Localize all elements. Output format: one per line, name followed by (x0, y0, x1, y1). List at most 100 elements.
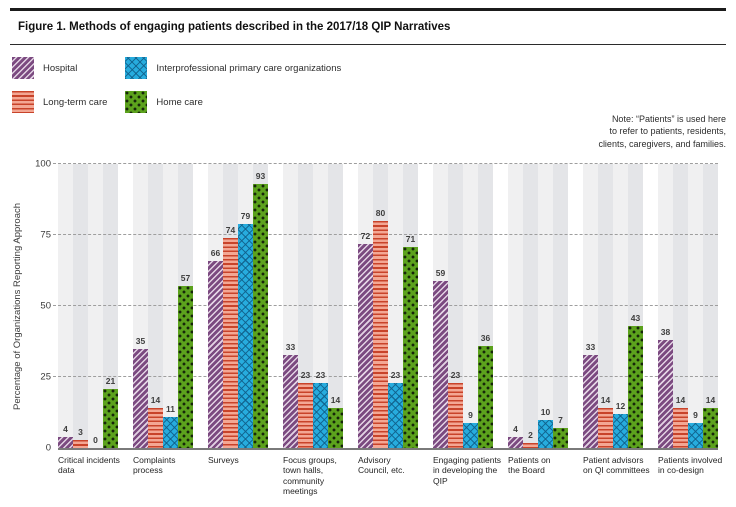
bar-hospital (433, 280, 448, 449)
legend-label: Home care (156, 96, 203, 108)
bar-value-label: 79 (240, 210, 251, 221)
bar-interprofessional-primary-care (538, 419, 553, 449)
bar-value-label: 23 (315, 369, 326, 380)
bar-slot: 9 (463, 164, 478, 449)
bar-slot: 0 (88, 164, 103, 449)
category-label: Surveys (208, 455, 239, 466)
bar-long-term-care (298, 382, 313, 449)
bar-value-label: 9 (693, 409, 698, 420)
bar-slot: 35 (133, 164, 148, 449)
green-black-dots-swatch-icon (125, 91, 148, 113)
bar-value-label: 93 (255, 171, 266, 182)
bar-value-label: 23 (450, 369, 461, 380)
bar-slot: 23 (388, 164, 403, 449)
bar-value-label: 23 (390, 369, 401, 380)
bar-slot: 43 (628, 164, 643, 449)
bar-slot: 59 (433, 164, 448, 449)
bar-slot: 79 (238, 164, 253, 449)
orange-horizontal-stripes-swatch-icon (12, 91, 34, 113)
category-label: Patients involved in co-design (658, 455, 723, 476)
bar-value-label: 80 (375, 208, 386, 219)
bar-group: 4 2 10 7 Patients on the Board (508, 164, 568, 475)
bar-group: 33 23 23 14 Focus groups, town halls, commun… (283, 164, 343, 496)
bar-hospital (58, 436, 73, 449)
bar-value-label: 4 (513, 423, 518, 434)
bar-long-term-care (673, 408, 688, 449)
bar-long-term-care (223, 238, 238, 449)
bar-slot: 66 (208, 164, 223, 449)
bar-slot: 36 (478, 164, 493, 449)
bar-home-care (178, 286, 193, 449)
bar-hospital (508, 436, 523, 449)
bar-interprofessional-primary-care (613, 414, 628, 449)
bar-group: 35 14 11 57 Complaints process (133, 164, 193, 475)
bar-slot: 14 (703, 164, 718, 449)
bar-value-label: 3 (78, 426, 83, 437)
bar-slot: 14 (148, 164, 163, 449)
y-axis-tick-label: 0 (45, 442, 51, 454)
legend-item: Hospital (12, 57, 107, 79)
bar-value-label: 72 (360, 230, 371, 241)
figure-page: Figure 1. Methods of engaging patients d… (0, 8, 736, 496)
bar-long-term-care (523, 442, 538, 449)
bar-value-label: 57 (180, 273, 191, 284)
bar-group: 33 14 12 43 Patient advisors on QI committee… (583, 164, 650, 475)
y-axis-tick-label: 25 (40, 371, 51, 383)
category-label: Patients on the Board (508, 455, 551, 476)
bar-value-label: 66 (210, 247, 221, 258)
bar-value-label: 0 (93, 435, 98, 446)
bar-hospital (583, 354, 598, 449)
bar-value-label: 36 (480, 332, 491, 343)
bar-slot: 74 (223, 164, 238, 449)
bar-slot: 80 (373, 164, 388, 449)
bar-interprofessional-primary-care (313, 382, 328, 449)
bar-slot: 12 (613, 164, 628, 449)
bar-value-label: 71 (405, 233, 416, 244)
bar-value-label: 38 (660, 327, 671, 338)
bar-home-care (478, 345, 493, 449)
bar-slot: 72 (358, 164, 373, 449)
bar-long-term-care (373, 221, 388, 449)
bar-value-label: 11 (166, 403, 175, 414)
bar-interprofessional-primary-care (688, 422, 703, 449)
bar-home-care (328, 408, 343, 449)
figure-header: Figure 1. Methods of engaging patients d… (10, 8, 726, 45)
bar-hospital (133, 348, 148, 449)
bar-slot: 23 (298, 164, 313, 449)
bar-slot: 21 (103, 164, 118, 449)
bar-group: 72 80 23 71 Advisory Council, etc. (358, 164, 418, 475)
bar-value-label: 9 (468, 409, 473, 420)
legend-label: Long-term care (43, 96, 108, 108)
y-axis-ticks: 0 25 50 75 100 (25, 159, 58, 454)
bar-slot: 57 (178, 164, 193, 449)
legend-label: Hospital (43, 62, 78, 74)
legend-item: Home care (125, 91, 341, 113)
bar-slot: 4 (508, 164, 523, 449)
bar-home-care (628, 326, 643, 449)
cyan-crosshatch-swatch-icon (125, 57, 148, 79)
bar-slot: 33 (583, 164, 598, 449)
bar-value-label: 12 (615, 401, 626, 412)
plot-area: 4 3 0 21 Critical incidents data 35 14 11 57 Comp… (53, 163, 722, 496)
bar-value-label: 4 (63, 423, 68, 434)
bar-value-label: 14 (330, 395, 341, 406)
bar-slot: 33 (283, 164, 298, 449)
bar-value-label: 33 (585, 341, 596, 352)
note-text: Note: “Patients” is used here to refer t… (598, 114, 726, 149)
bar-slot: 14 (598, 164, 613, 449)
legend-item: Interprofessional primary care organizat… (125, 57, 341, 79)
bar-home-care (103, 388, 118, 449)
bar-value-label: 14 (705, 395, 716, 406)
bar-hospital (358, 243, 373, 449)
bar-value-label: 10 (540, 406, 551, 417)
chart-legend: Hospital Long-term care Interprofessional … (12, 57, 341, 113)
bar-value-label: 14 (600, 395, 611, 406)
bar-home-care (703, 408, 718, 449)
bar-slot: 4 (58, 164, 73, 449)
bar-long-term-care (148, 408, 163, 449)
bar-home-care (253, 184, 268, 449)
bar-slot: 3 (73, 164, 88, 449)
bar-value-label: 23 (300, 369, 311, 380)
bar-slot: 71 (403, 164, 418, 449)
bar-long-term-care (598, 408, 613, 449)
